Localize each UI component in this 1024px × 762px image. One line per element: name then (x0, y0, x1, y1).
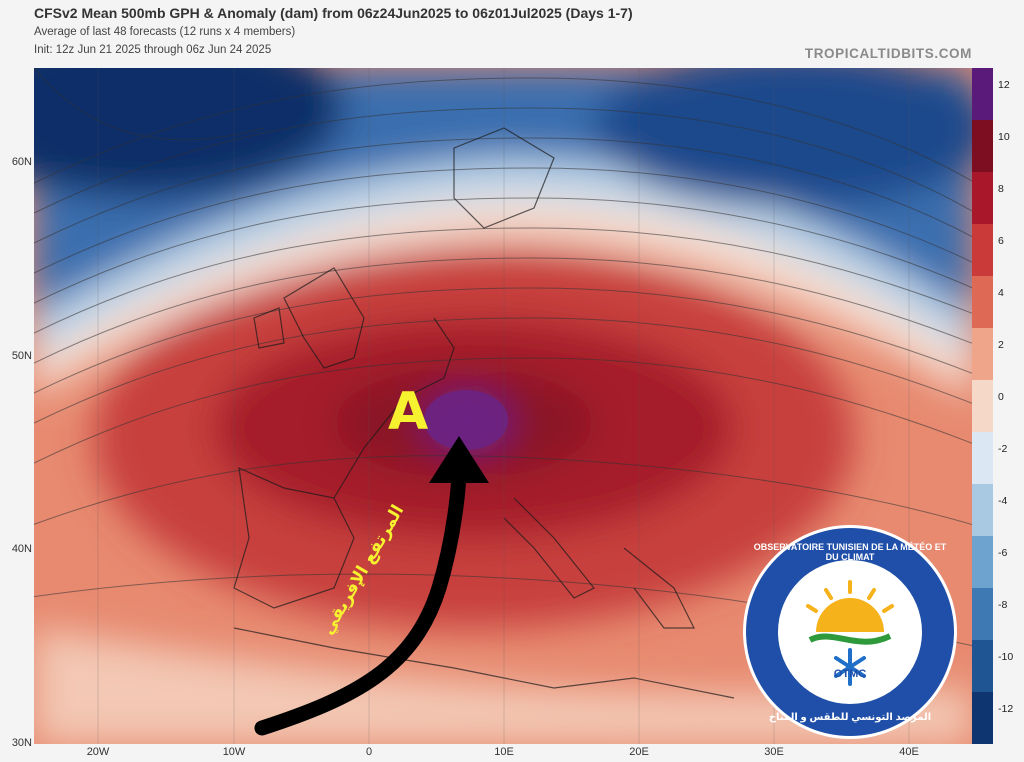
lat-label-50n: 50N (11, 350, 32, 362)
lon-label-10e: 10E (494, 746, 514, 758)
high-pressure-marker: A (388, 382, 429, 442)
colorbar-tick-label: 2 (998, 339, 1004, 351)
snowflake-icon (834, 648, 866, 686)
colorbar-tick-label: 10 (998, 131, 1010, 143)
colorbar-swatch (972, 640, 993, 693)
colorbar-tick-label: -12 (998, 703, 1014, 715)
lat-label-60n: 60N (11, 156, 32, 168)
colorbar-tick-label: 8 (998, 183, 1004, 195)
lon-label-20w: 20W (86, 746, 110, 758)
colorbar-swatch (972, 588, 993, 641)
lon-label-40e: 40E (899, 746, 919, 758)
logo-text-top: OBSERVATOIRE TUNISIEN DE LA MÉTÉO ET DU … (753, 542, 947, 562)
colorbar-swatch (972, 68, 993, 121)
wave-icon (808, 633, 892, 645)
colorbar-tick-label: -6 (998, 547, 1008, 559)
colorbar-swatch (972, 276, 993, 329)
anomaly-map (34, 68, 972, 744)
logo-inner-circle (778, 560, 922, 704)
chart-subtitle-2: Init: 12z Jun 21 2025 through 06z Jun 24… (34, 44, 272, 56)
colorbar-tick-label: -2 (998, 443, 1008, 455)
chart-title: CFSv2 Mean 500mb GPH & Anomaly (dam) fro… (34, 5, 633, 21)
colorbar (972, 68, 993, 744)
colorbar-swatch (972, 380, 993, 433)
lon-label-0: 0 (365, 746, 373, 758)
colorbar-tick-label: -4 (998, 495, 1008, 507)
colorbar-tick-label: 12 (998, 79, 1010, 91)
chart-subtitle-1: Average of last 48 forecasts (12 runs x … (34, 26, 296, 38)
colorbar-swatch (972, 432, 993, 485)
lon-label-30e: 30E (764, 746, 784, 758)
colorbar-tick-label: 4 (998, 287, 1004, 299)
colorbar-swatch (972, 536, 993, 589)
lat-label-40n: 40N (11, 543, 32, 555)
colorbar-swatch (972, 692, 993, 744)
colorbar-tick-label: 6 (998, 235, 1004, 247)
colorbar-tick-label: -10 (998, 651, 1014, 663)
lat-label-30n: 30N (11, 737, 32, 749)
colorbar-swatch (972, 328, 993, 381)
colorbar-swatch (972, 172, 993, 225)
sun-icon (806, 580, 894, 632)
colorbar-swatch (972, 484, 993, 537)
logo-abbr: OTMC (833, 668, 867, 680)
colorbar-swatch (972, 120, 993, 173)
colorbar-swatch (972, 224, 993, 277)
source-brand: TROPICALTIDBITS.COM (804, 46, 972, 61)
curved-arrow-icon (254, 436, 489, 736)
colorbar-tick-label: 0 (998, 391, 1004, 403)
otmc-logo: OBSERVATOIRE TUNISIEN DE LA MÉTÉO ET DU … (746, 528, 954, 736)
colorbar-tick-label: -8 (998, 599, 1008, 611)
lon-label-20e: 20E (629, 746, 649, 758)
lon-label-10w: 10W (222, 746, 246, 758)
logo-text-bottom: المرصد التونسي للطقس و المناخ (768, 712, 932, 723)
